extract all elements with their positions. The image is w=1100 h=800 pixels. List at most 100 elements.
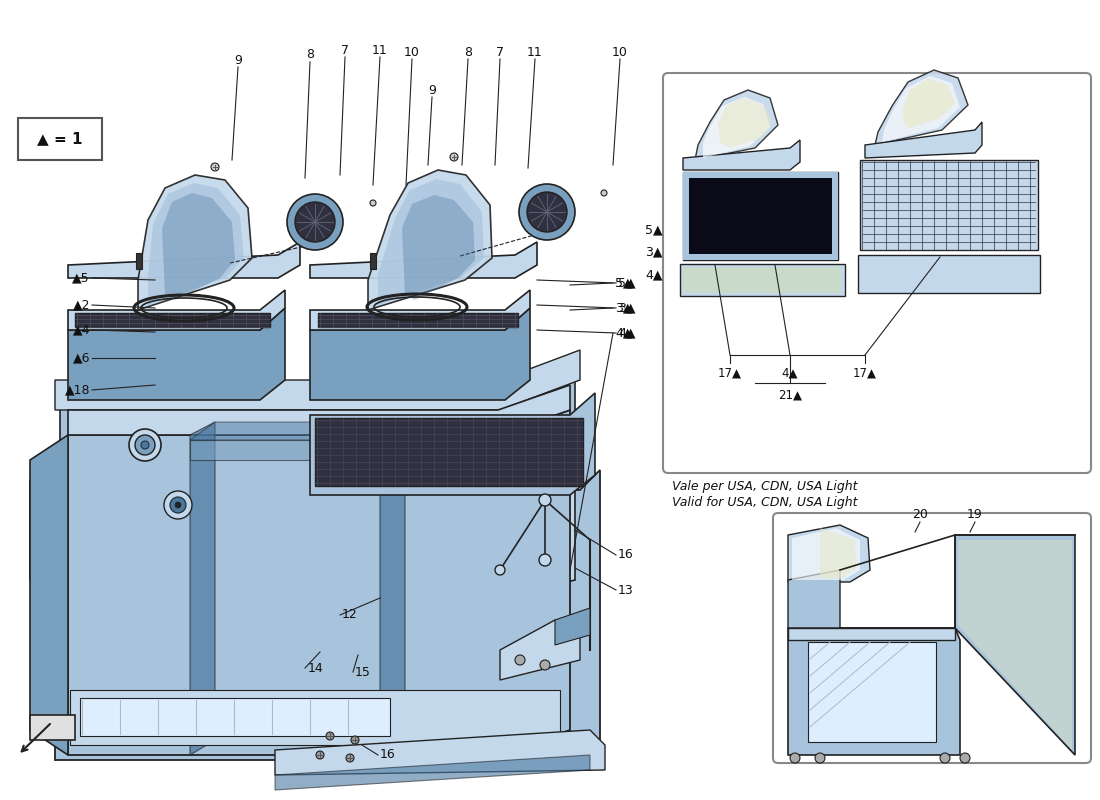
Bar — [683, 254, 838, 260]
Circle shape — [815, 753, 825, 763]
Polygon shape — [865, 122, 982, 158]
Polygon shape — [310, 308, 530, 400]
Circle shape — [135, 435, 155, 455]
Text: ▲4: ▲4 — [73, 323, 90, 337]
Ellipse shape — [295, 202, 336, 242]
Polygon shape — [695, 90, 778, 160]
Circle shape — [164, 491, 192, 519]
Bar — [370, 253, 376, 269]
Text: ▲ = 1: ▲ = 1 — [37, 131, 82, 146]
Bar — [808, 642, 936, 742]
Text: 8: 8 — [306, 49, 313, 62]
Polygon shape — [788, 628, 960, 755]
Polygon shape — [30, 435, 68, 755]
Text: ▲18: ▲18 — [65, 383, 90, 397]
Text: 7: 7 — [341, 43, 349, 57]
Text: 17▲: 17▲ — [852, 366, 877, 379]
Bar — [858, 255, 1040, 293]
Circle shape — [211, 163, 219, 171]
Text: 11: 11 — [372, 43, 388, 57]
Bar — [680, 264, 845, 296]
Polygon shape — [378, 179, 484, 305]
Text: 3▲: 3▲ — [618, 302, 636, 314]
Text: 9: 9 — [234, 54, 242, 66]
Polygon shape — [68, 410, 570, 755]
Polygon shape — [902, 79, 955, 128]
Polygon shape — [30, 480, 60, 600]
Text: 17▲: 17▲ — [718, 366, 743, 379]
Text: Vale per USA, CDN, USA Light: Vale per USA, CDN, USA Light — [672, 480, 858, 493]
Polygon shape — [55, 470, 600, 760]
Circle shape — [346, 754, 354, 762]
Text: 5▲: 5▲ — [618, 277, 636, 290]
Bar — [683, 267, 842, 293]
Bar — [136, 253, 142, 269]
Polygon shape — [275, 755, 590, 790]
Text: ▲6: ▲6 — [73, 351, 90, 365]
Bar — [75, 313, 270, 327]
Polygon shape — [30, 715, 75, 740]
Polygon shape — [190, 422, 214, 755]
Polygon shape — [275, 730, 605, 775]
Circle shape — [370, 200, 376, 206]
Text: 4▲: 4▲ — [615, 326, 632, 339]
Circle shape — [316, 751, 324, 759]
Polygon shape — [55, 350, 580, 410]
Ellipse shape — [519, 184, 575, 240]
FancyBboxPatch shape — [663, 73, 1091, 473]
Polygon shape — [882, 76, 960, 142]
Text: 11: 11 — [527, 46, 543, 58]
Circle shape — [495, 565, 505, 575]
Circle shape — [790, 753, 800, 763]
Text: 3▲: 3▲ — [615, 302, 632, 314]
Polygon shape — [138, 175, 252, 310]
Polygon shape — [792, 528, 860, 580]
Polygon shape — [60, 475, 575, 600]
Text: 3▲: 3▲ — [646, 246, 663, 258]
Ellipse shape — [527, 192, 566, 232]
Text: europarts: europarts — [152, 483, 388, 637]
Text: 5▲: 5▲ — [615, 277, 632, 290]
Text: 15: 15 — [355, 666, 371, 678]
Text: 10: 10 — [404, 46, 420, 58]
Polygon shape — [368, 170, 492, 310]
Text: 8: 8 — [464, 46, 472, 58]
Text: 12: 12 — [342, 609, 358, 622]
Text: ▲5: ▲5 — [73, 271, 90, 285]
Bar — [683, 172, 838, 260]
Polygon shape — [788, 570, 840, 628]
Bar — [315, 418, 583, 486]
Circle shape — [351, 736, 359, 744]
Polygon shape — [820, 528, 856, 578]
Circle shape — [539, 554, 551, 566]
Circle shape — [326, 732, 334, 740]
Polygon shape — [68, 290, 285, 330]
Polygon shape — [788, 525, 870, 582]
Polygon shape — [310, 290, 530, 330]
Bar — [832, 172, 838, 260]
Text: ▲2: ▲2 — [73, 298, 90, 311]
Bar — [683, 172, 689, 260]
Polygon shape — [556, 608, 590, 645]
Bar — [683, 172, 838, 178]
Polygon shape — [958, 540, 1072, 750]
Polygon shape — [68, 385, 570, 435]
Polygon shape — [788, 628, 955, 640]
Text: 21▲: 21▲ — [778, 389, 802, 402]
Text: 14: 14 — [308, 662, 323, 674]
Circle shape — [129, 429, 161, 461]
Text: 4▲: 4▲ — [646, 269, 663, 282]
FancyBboxPatch shape — [18, 118, 102, 160]
Circle shape — [539, 494, 551, 506]
Polygon shape — [68, 242, 300, 278]
Polygon shape — [162, 193, 235, 300]
Text: 4▲: 4▲ — [782, 366, 799, 379]
Bar — [860, 160, 1038, 250]
Text: 16: 16 — [618, 549, 634, 562]
Bar — [80, 698, 390, 736]
Text: 10: 10 — [612, 46, 628, 58]
Polygon shape — [718, 98, 772, 148]
Circle shape — [141, 441, 149, 449]
Polygon shape — [190, 422, 405, 440]
Text: 9: 9 — [428, 83, 436, 97]
